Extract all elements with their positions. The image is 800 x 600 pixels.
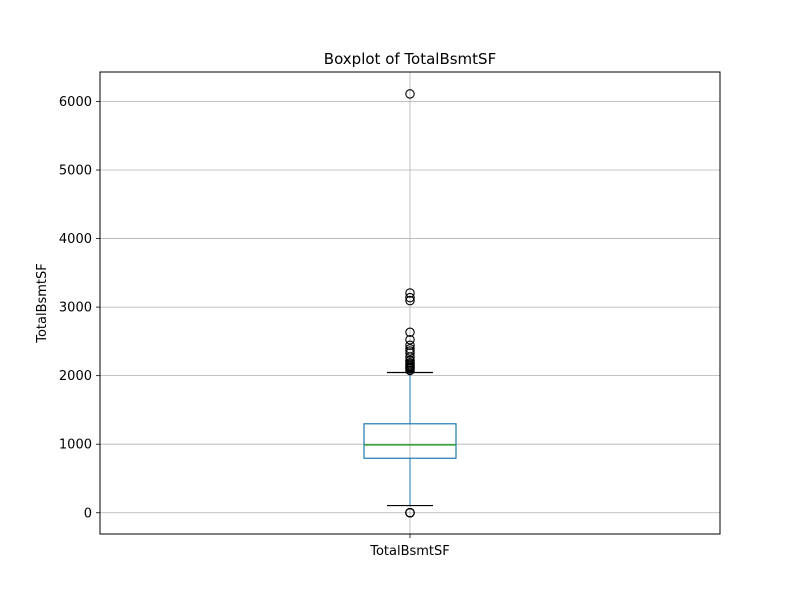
outlier-point <box>405 327 415 338</box>
outlier-point <box>405 344 415 354</box>
iqr-box <box>363 423 457 459</box>
outlier-point <box>405 292 415 303</box>
outlier-point <box>405 89 415 99</box>
y-tick-label: 4000 <box>59 232 92 247</box>
y-tick-label: 0 <box>84 506 92 521</box>
outlier-point <box>405 340 415 350</box>
outlier-point <box>405 295 415 306</box>
y-tick-label: 6000 <box>59 95 92 110</box>
y-axis-label: TotalBsmtSF <box>35 263 50 344</box>
y-tick-label: 1000 <box>59 438 92 453</box>
x-ticks: TotalBsmtSF <box>369 534 450 559</box>
outlier-point <box>405 334 415 345</box>
chart-title: Boxplot of TotalBsmtSF <box>324 50 496 68</box>
box-elements <box>363 89 457 518</box>
y-tick-label: 3000 <box>59 301 92 316</box>
outlier-point <box>405 508 415 518</box>
y-ticks: 0 1000 2000 3000 4000 5000 6000 <box>59 95 100 521</box>
outlier-point <box>405 355 415 366</box>
x-tick-label: TotalBsmtSF <box>369 544 450 559</box>
y-tick-label: 2000 <box>59 369 92 384</box>
outlier-point <box>405 288 415 298</box>
y-tick-label: 5000 <box>59 164 92 179</box>
